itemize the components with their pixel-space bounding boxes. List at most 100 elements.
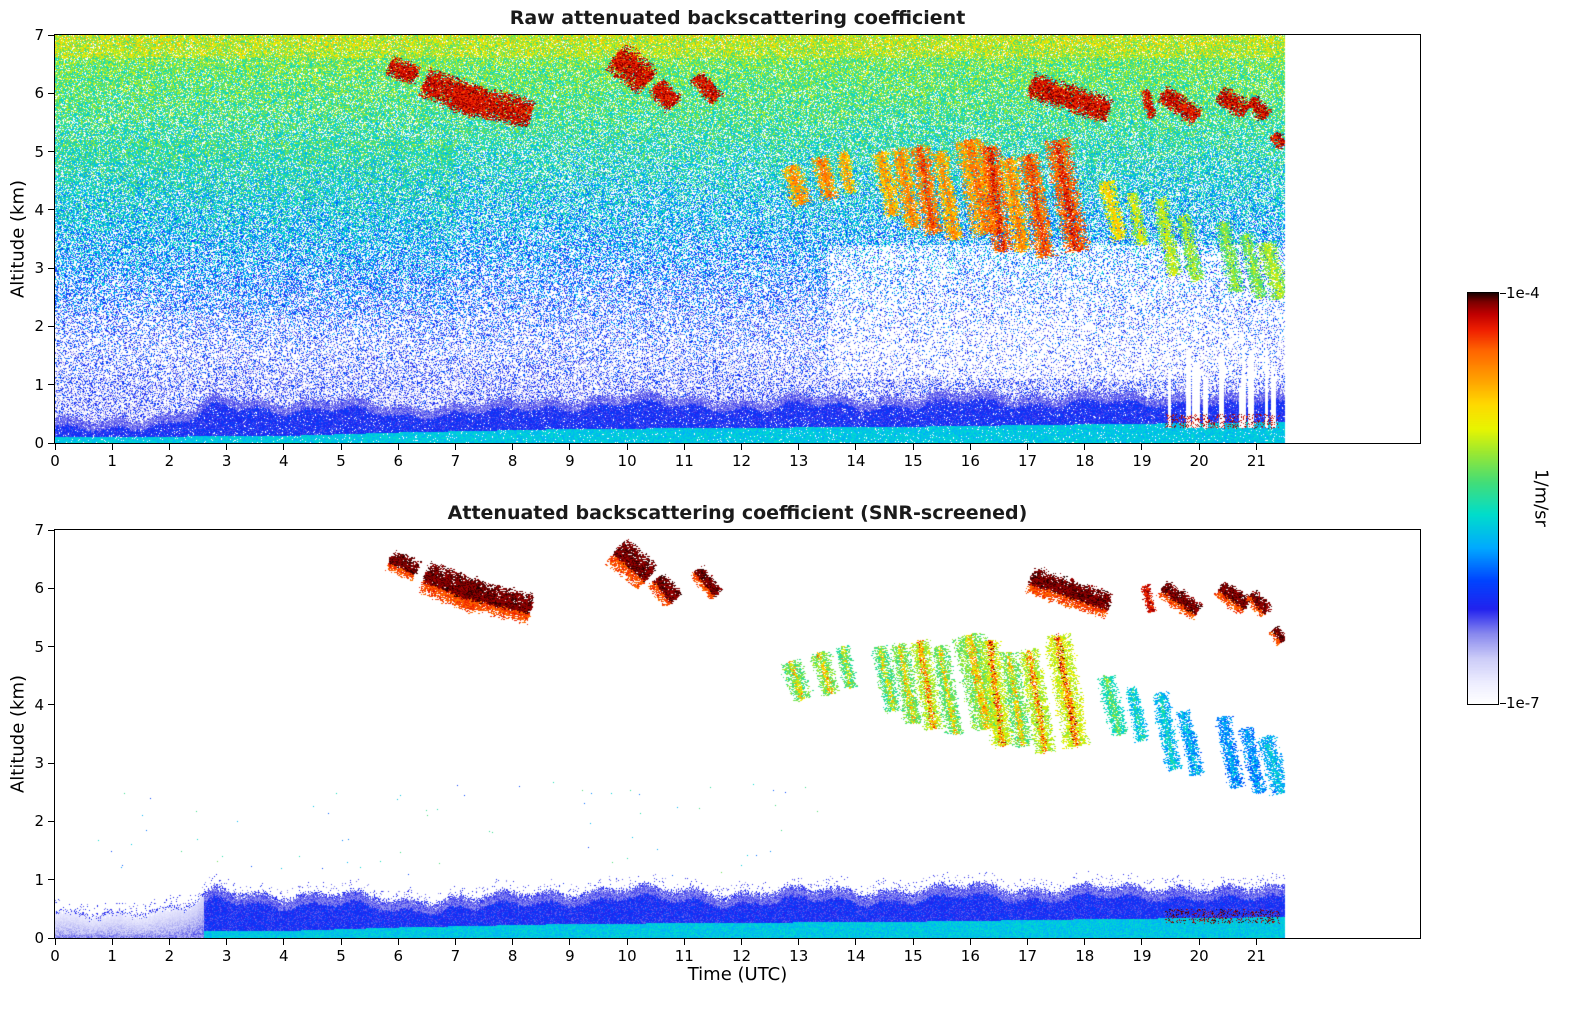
x-tick-mark	[1255, 939, 1257, 945]
x-tick-mark	[397, 939, 399, 945]
y-tick-mark	[48, 646, 54, 648]
y-tick-mark	[48, 762, 54, 764]
x-tick-label: 17	[1018, 947, 1038, 965]
x-tick-label: 1	[107, 947, 117, 965]
x-tick-label: 21	[1246, 452, 1266, 470]
y-tick-mark	[48, 820, 54, 822]
x-tick-mark	[855, 444, 857, 450]
x-tick-mark	[741, 444, 742, 450]
x-tick-label: 13	[789, 452, 809, 470]
x-tick-label: 20	[1189, 452, 1209, 470]
x-tick-mark	[454, 939, 456, 945]
x-tick-mark	[111, 939, 113, 945]
x-tick-mark	[54, 444, 56, 450]
y-tick-mark	[48, 34, 54, 36]
y-tick-label: 6	[34, 84, 44, 103]
y-tick-mark	[48, 704, 54, 706]
x-tick-label: 15	[903, 452, 923, 470]
x-tick-label: 3	[221, 452, 232, 470]
y-tick-label: 3	[34, 259, 44, 278]
y-tick-label: 1	[34, 870, 44, 889]
x-tick-mark	[168, 939, 170, 945]
x-tick-mark	[1084, 939, 1086, 945]
x-tick-label: 14	[846, 452, 866, 470]
y-tick-label: 0	[34, 434, 44, 452]
x-tick-mark	[226, 939, 228, 945]
x-tick-mark	[512, 939, 514, 945]
raw-ylabel: Altitude (km)	[7, 179, 29, 299]
x-tick-mark	[798, 939, 800, 945]
x-tick-label: 0	[50, 452, 60, 470]
x-tick-label: 21	[1246, 947, 1266, 965]
x-tick-label: 6	[393, 452, 404, 470]
y-tick-mark	[48, 151, 54, 153]
x-tick-label: 4	[279, 452, 289, 470]
x-tick-mark	[626, 939, 628, 945]
x-tick-label: 11	[674, 452, 694, 470]
x-tick-mark	[454, 444, 456, 450]
y-tick-label: 5	[34, 637, 44, 656]
x-tick-mark	[1027, 939, 1029, 945]
colorbar-tick-mark	[1500, 703, 1506, 704]
colorbar-min-label: 1e-7	[1506, 694, 1540, 712]
raw-plot-title: Raw attenuated backscattering coefficien…	[509, 7, 966, 29]
x-tick-mark	[226, 444, 228, 450]
y-tick-mark	[48, 209, 54, 211]
x-tick-label: 9	[565, 947, 575, 965]
x-tick-label: 13	[789, 947, 809, 965]
y-tick-label: 5	[34, 142, 44, 161]
y-tick-mark	[48, 384, 54, 386]
x-tick-mark	[397, 444, 399, 450]
x-tick-label: 11	[674, 947, 694, 965]
x-tick-label: 5	[336, 452, 346, 470]
y-tick-mark	[48, 325, 54, 327]
x-tick-label: 2	[164, 947, 175, 965]
x-tick-mark	[569, 939, 571, 945]
colorbar-units-label: 1/m/sr	[1530, 469, 1552, 527]
y-tick-mark	[48, 267, 54, 269]
y-tick-mark	[48, 937, 54, 939]
y-tick-mark	[48, 442, 54, 444]
y-tick-label: 4	[34, 695, 44, 714]
x-tick-label: 19	[1132, 947, 1152, 965]
x-tick-label: 8	[507, 452, 518, 470]
y-tick-mark	[48, 92, 54, 94]
x-tick-mark	[855, 939, 857, 945]
x-tick-label: 0	[50, 947, 60, 965]
x-tick-label: 14	[846, 947, 866, 965]
x-tick-mark	[969, 939, 971, 945]
x-tick-label: 19	[1132, 452, 1152, 470]
x-tick-label: 5	[336, 947, 346, 965]
x-tick-mark	[912, 939, 914, 945]
x-tick-label: 10	[617, 947, 637, 965]
x-tick-mark	[683, 444, 685, 450]
y-tick-label: 0	[34, 929, 44, 947]
x-axis-label: Time (UTC)	[687, 964, 788, 985]
y-tick-mark	[48, 879, 54, 881]
x-tick-mark	[283, 939, 285, 945]
x-tick-mark	[1027, 444, 1029, 450]
x-tick-mark	[969, 444, 971, 450]
y-tick-label: 3	[34, 754, 44, 773]
x-tick-mark	[626, 444, 628, 450]
x-tick-mark	[1255, 444, 1257, 450]
x-tick-label: 12	[731, 947, 752, 965]
x-tick-label: 9	[565, 452, 575, 470]
x-tick-label: 6	[393, 947, 404, 965]
x-tick-mark	[111, 444, 113, 450]
x-tick-label: 17	[1018, 452, 1038, 470]
x-tick-label: 18	[1075, 947, 1095, 965]
x-tick-mark	[912, 444, 914, 450]
x-tick-label: 20	[1189, 947, 1209, 965]
x-tick-mark	[283, 444, 285, 450]
x-tick-label: 16	[960, 947, 980, 965]
x-tick-mark	[741, 939, 742, 945]
x-tick-mark	[569, 444, 571, 450]
x-tick-label: 1	[107, 452, 117, 470]
y-tick-label: 1	[34, 375, 44, 394]
colorbar-tick-mark	[1500, 293, 1506, 294]
x-tick-label: 18	[1075, 452, 1095, 470]
x-tick-label: 16	[960, 452, 980, 470]
x-tick-mark	[798, 444, 800, 450]
